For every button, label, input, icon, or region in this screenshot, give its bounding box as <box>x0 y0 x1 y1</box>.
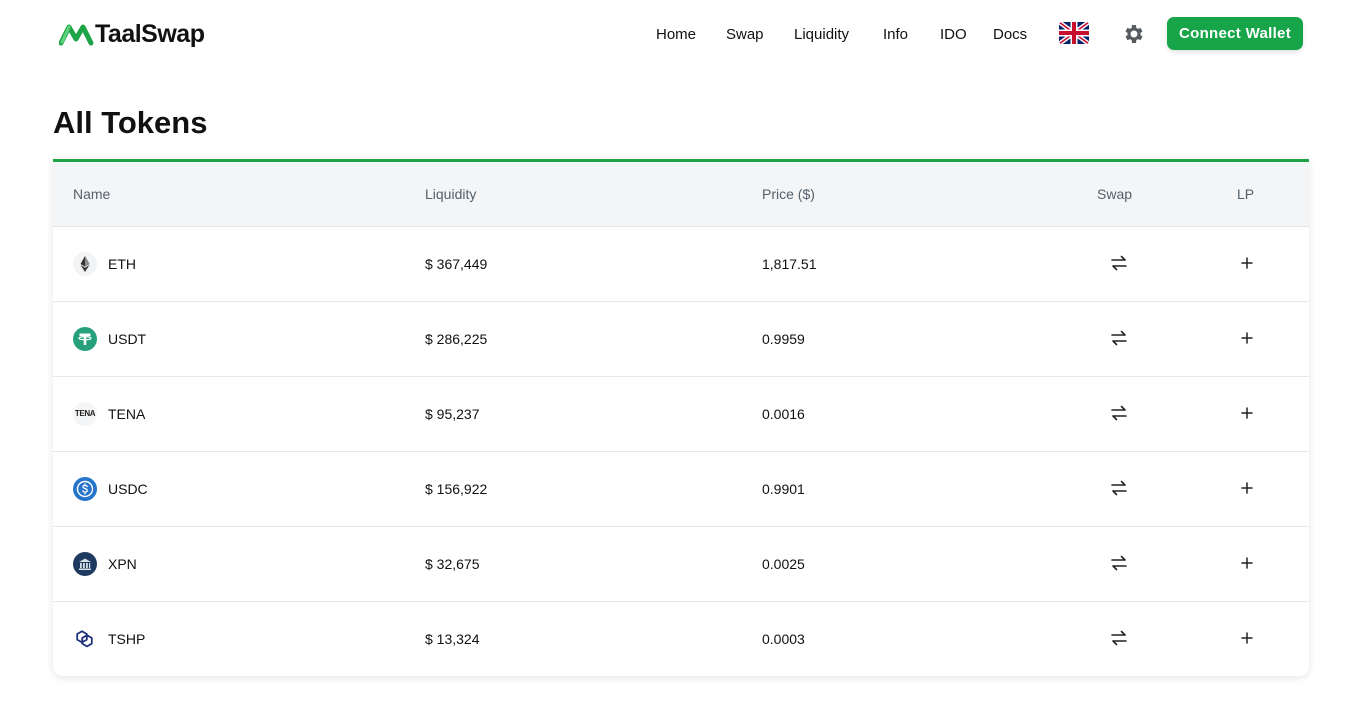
swap-arrows-icon[interactable] <box>1110 255 1128 271</box>
token-price: 0.0025 <box>762 556 805 572</box>
nav-docs[interactable]: Docs <box>993 26 1028 43</box>
table-row[interactable]: USDC $ 156,922 0.9901 <box>53 452 1309 527</box>
table-row[interactable]: XPN $ 32,675 0.0025 <box>53 527 1309 602</box>
column-header-liquidity[interactable]: Liquidity <box>425 186 477 202</box>
taalswap-logo-icon <box>59 24 94 46</box>
tshp-icon <box>73 627 97 651</box>
table-row[interactable]: TSHP $ 13,324 0.0003 <box>53 602 1309 676</box>
brand-name: TaalSwap <box>95 19 205 48</box>
token-liquidity: $ 13,324 <box>425 631 480 647</box>
xpn-icon <box>73 552 97 576</box>
token-price: 0.9901 <box>762 481 805 497</box>
token-liquidity: $ 156,922 <box>425 481 488 497</box>
column-header-price[interactable]: Price ($) <box>762 186 815 202</box>
swap-arrows-icon[interactable] <box>1110 480 1128 496</box>
token-price: 0.0016 <box>762 406 805 422</box>
swap-arrows-icon[interactable] <box>1110 405 1128 421</box>
gear-icon[interactable] <box>1122 22 1146 46</box>
table-header: Name Liquidity Price ($) Swap LP <box>53 162 1309 227</box>
usdt-icon <box>73 327 97 351</box>
nav-liquidity[interactable]: Liquidity <box>794 26 850 43</box>
column-header-swap: Swap <box>1097 186 1133 202</box>
swap-arrows-icon[interactable] <box>1110 555 1128 571</box>
top-navbar: TaalSwap Home Swap Liquidity Info IDO Do… <box>0 0 1358 70</box>
usdc-icon <box>73 477 97 501</box>
table-row[interactable]: ETH $ 367,449 1,817.51 <box>53 227 1309 302</box>
uk-flag-icon[interactable] <box>1059 22 1089 44</box>
eth-icon <box>73 252 97 276</box>
tena-icon: TENA <box>73 402 97 426</box>
table-row[interactable]: USDT $ 286,225 0.9959 <box>53 302 1309 377</box>
nav-swap[interactable]: Swap <box>726 26 764 43</box>
swap-arrows-icon[interactable] <box>1110 330 1128 346</box>
table-row[interactable]: TENA TENA $ 95,237 0.0016 <box>53 377 1309 452</box>
token-symbol[interactable]: TSHP <box>108 631 146 647</box>
token-price: 0.9959 <box>762 331 805 347</box>
nav-home[interactable]: Home <box>656 26 697 43</box>
plus-icon[interactable] <box>1239 405 1255 421</box>
token-liquidity: $ 95,237 <box>425 406 480 422</box>
connect-wallet-button[interactable]: Connect Wallet <box>1167 17 1303 50</box>
token-price: 0.0003 <box>762 631 805 647</box>
token-symbol[interactable]: USDT <box>108 331 147 347</box>
column-header-lp: LP <box>1237 186 1255 202</box>
tena-icon-text: TENA <box>74 409 96 418</box>
token-liquidity: $ 286,225 <box>425 331 488 347</box>
nav-info[interactable]: Info <box>883 26 909 43</box>
token-price: 1,817.51 <box>762 256 817 272</box>
page-title: All Tokens <box>53 105 208 140</box>
token-symbol[interactable]: ETH <box>108 256 136 272</box>
token-liquidity: $ 367,449 <box>425 256 488 272</box>
plus-icon[interactable] <box>1239 255 1255 271</box>
plus-icon[interactable] <box>1239 555 1255 571</box>
plus-icon[interactable] <box>1239 330 1255 346</box>
plus-icon[interactable] <box>1239 480 1255 496</box>
column-header-name[interactable]: Name <box>73 186 111 202</box>
swap-arrows-icon[interactable] <box>1110 630 1128 646</box>
token-liquidity: $ 32,675 <box>425 556 480 572</box>
token-symbol[interactable]: USDC <box>108 481 148 497</box>
plus-icon[interactable] <box>1239 630 1255 646</box>
tokens-table: Name Liquidity Price ($) Swap LP ETH $ 3… <box>53 159 1309 676</box>
token-symbol[interactable]: XPN <box>108 556 137 572</box>
nav-ido[interactable]: IDO <box>940 26 967 43</box>
token-symbol[interactable]: TENA <box>108 406 146 422</box>
taalswap-logo[interactable]: TaalSwap <box>59 19 205 49</box>
